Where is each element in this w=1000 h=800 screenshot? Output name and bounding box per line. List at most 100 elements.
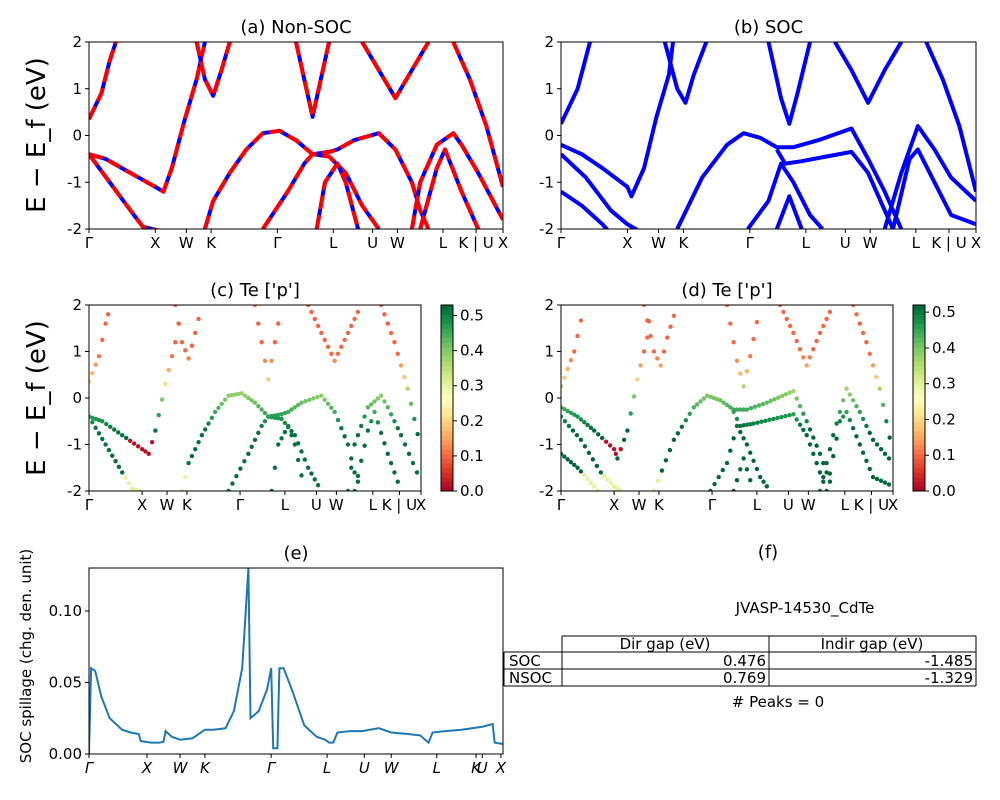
band-line-nonsoc	[194, 42, 232, 98]
colorbar-segment	[913, 416, 925, 422]
projection-point	[758, 474, 763, 480]
projection-point	[89, 414, 92, 419]
projection-point	[804, 433, 809, 438]
x-tick-label: W	[160, 496, 175, 514]
projection-point	[238, 466, 243, 471]
colorbar-segment	[441, 370, 453, 376]
x-tick-label: X	[888, 496, 898, 514]
projection-point	[817, 451, 823, 456]
projection-point	[302, 457, 307, 462]
colorbar-segment	[913, 309, 925, 315]
projection-point	[93, 425, 98, 430]
axes-frame	[88, 304, 422, 492]
projection-point	[312, 477, 317, 482]
projection-point	[834, 436, 839, 441]
projection-point	[857, 409, 862, 415]
projection-point	[874, 442, 880, 447]
projection-point	[755, 420, 760, 425]
axes-frame	[560, 41, 977, 230]
x-tick-label: K	[679, 234, 690, 252]
projection-point	[804, 363, 809, 368]
y-tick-label: -2	[67, 482, 82, 500]
projection-point	[671, 313, 677, 319]
projection-point	[718, 398, 723, 403]
projection-point	[622, 491, 626, 495]
projection-point	[359, 458, 364, 463]
projection-point	[103, 321, 108, 326]
projection-point	[751, 421, 756, 426]
projection-point	[661, 349, 667, 354]
colorbar-segment	[913, 351, 925, 357]
colorbar-segment	[441, 388, 453, 394]
projection-point	[824, 316, 829, 322]
projection-point	[716, 474, 721, 480]
x-tick-label: X	[137, 496, 147, 514]
projection-point	[230, 481, 235, 486]
projection-point	[242, 459, 247, 464]
projection-point	[804, 419, 809, 424]
projection-point	[860, 450, 866, 455]
projection-point	[292, 442, 298, 447]
projection-point	[183, 348, 188, 353]
spillage-lines	[89, 568, 503, 754]
projection-point	[801, 411, 806, 416]
projection-point	[322, 337, 327, 343]
x-tick-label: X	[622, 234, 632, 252]
projection-point	[779, 414, 784, 420]
colorbar-segment	[913, 472, 925, 478]
projection-point	[844, 386, 849, 391]
projection-point	[414, 470, 420, 475]
projection-point	[764, 484, 770, 489]
projection-point	[279, 412, 284, 417]
projection-point	[787, 413, 792, 418]
panel-title: (b) SOC	[734, 17, 803, 38]
projection-point	[724, 402, 730, 408]
band-line-nonsoc	[294, 42, 332, 119]
projection-point	[329, 351, 334, 357]
projection-point	[784, 316, 789, 322]
projection-point	[701, 396, 706, 401]
projection-point	[665, 335, 670, 340]
x-tick-label: K | U	[382, 496, 417, 514]
band-line-soc	[360, 42, 431, 101]
colorbar-segment	[441, 346, 453, 352]
x-tick-label: W	[632, 496, 647, 514]
projection-point	[262, 410, 268, 416]
projection-point	[123, 475, 128, 481]
projection-point	[312, 316, 317, 322]
colorbar-segment	[913, 439, 925, 445]
projection-point	[712, 481, 717, 487]
projection-point	[728, 405, 733, 410]
colorbar-segment	[913, 370, 925, 376]
projection-point	[183, 474, 188, 480]
projection-point	[595, 488, 600, 491]
table-cell: -1.485	[925, 652, 973, 670]
projection-point	[824, 488, 829, 491]
projection-point	[841, 414, 846, 419]
projection-point	[286, 409, 291, 415]
projection-point	[578, 437, 584, 443]
projection-point	[295, 441, 301, 446]
projection-point	[821, 323, 826, 329]
projection-point	[352, 470, 357, 475]
projection-point	[239, 391, 244, 396]
projection-point	[110, 453, 115, 458]
y-tick-label: 1	[544, 343, 554, 361]
scatter-points	[561, 305, 892, 495]
colorbar-segment	[441, 467, 453, 473]
projection-point	[299, 400, 304, 405]
projection-point	[807, 427, 813, 432]
projection-point	[772, 397, 777, 402]
colorbar-segment	[913, 458, 925, 464]
projection-point	[222, 397, 228, 402]
x-tick-label: X	[141, 759, 153, 777]
projection-point	[711, 395, 716, 401]
x-tick-label: X	[150, 234, 160, 252]
band-line-nonsoc	[409, 131, 503, 229]
colorbar-segment	[913, 421, 925, 427]
projection-point	[655, 356, 660, 361]
projection-point	[659, 468, 665, 473]
projection-point	[406, 451, 412, 456]
projection-point	[850, 398, 856, 403]
